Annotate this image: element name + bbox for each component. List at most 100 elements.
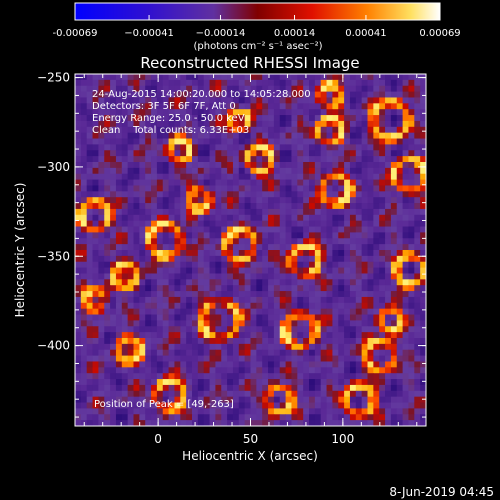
heatmap-cell [303, 179, 310, 186]
heatmap-cell [303, 332, 310, 339]
heatmap-cell [344, 173, 351, 180]
heatmap-cell [385, 103, 392, 110]
heatmap-cell [139, 314, 146, 321]
heatmap-cell [86, 308, 93, 315]
heatmap-cell [338, 191, 345, 198]
heatmap-cell [250, 203, 257, 210]
heatmap-cell [390, 408, 398, 415]
heatmap-cell [209, 267, 216, 274]
heatmap-cell [256, 156, 263, 163]
heatmap-cell [320, 79, 327, 87]
heatmap-cell [332, 144, 339, 151]
heatmap-cell [192, 379, 199, 386]
heatmap-cell [80, 226, 88, 233]
heatmap-cell [385, 214, 392, 222]
heatmap-cell [186, 414, 193, 421]
heatmap-cell [420, 214, 426, 222]
heatmap-cell [209, 109, 216, 116]
heatmap-cell [414, 308, 421, 315]
heatmap-cell [75, 308, 82, 315]
heatmap-cell [151, 150, 158, 157]
heatmap-cell [127, 208, 134, 216]
heatmap-cell [338, 355, 345, 362]
heatmap-cell [414, 373, 421, 380]
heatmap-cell [273, 302, 281, 310]
heatmap-cell [385, 250, 392, 257]
heatmap-cell [244, 314, 251, 321]
heatmap-cell [127, 191, 134, 198]
heatmap-cell [221, 150, 228, 157]
heatmap-cell [338, 126, 345, 134]
heatmap-cell [244, 244, 251, 251]
heatmap-cell [314, 267, 322, 274]
heatmap-cell [414, 332, 421, 339]
heatmap-cell [250, 390, 257, 398]
heatmap-cell [197, 214, 205, 222]
heatmap-cell [115, 208, 123, 216]
heatmap-cell [192, 373, 199, 380]
heatmap-cell [326, 379, 333, 386]
heatmap-cell [250, 373, 257, 380]
heatmap-cell [197, 208, 205, 216]
heatmap-cell [349, 296, 357, 304]
heatmap-cell [367, 355, 374, 362]
heatmap-cell [309, 156, 316, 163]
heatmap-cell [344, 109, 351, 116]
heatmap-cell [80, 214, 88, 222]
heatmap-cell [279, 349, 286, 356]
heatmap-cell [145, 197, 152, 204]
heatmap-cell [273, 326, 281, 333]
heatmap-cell [367, 185, 374, 192]
heatmap-cell [279, 250, 286, 257]
heatmap-cell [209, 244, 216, 251]
heatmap-cell [151, 384, 158, 392]
heatmap-cell [250, 132, 257, 139]
heatmap-cell [396, 132, 403, 139]
heatmap-cell [250, 185, 257, 192]
heatmap-cell [326, 91, 333, 98]
heatmap-cell [221, 132, 228, 139]
heatmap-cell [250, 332, 257, 339]
heatmap-cell [127, 97, 134, 104]
heatmap-cell [256, 74, 263, 81]
heatmap-cell [320, 414, 327, 421]
heatmap-cell [420, 179, 426, 186]
heatmap-cell [197, 103, 205, 110]
heatmap-cell [151, 326, 158, 333]
heatmap-cell [221, 291, 228, 298]
heatmap-cell [227, 291, 234, 298]
heatmap-cell [151, 185, 158, 192]
heatmap-cell [285, 308, 292, 315]
heatmap-cell [133, 285, 140, 292]
heatmap-cell [314, 179, 322, 186]
heatmap-cell [232, 144, 240, 151]
heatmap-cell [268, 414, 275, 421]
heatmap-cell [361, 203, 368, 210]
heatmap-cell [92, 361, 99, 368]
heatmap-cell [127, 103, 134, 110]
heatmap-cell [168, 244, 175, 251]
heatmap-cell [238, 349, 246, 356]
heatmap-cell [221, 255, 228, 263]
heatmap-cell [168, 291, 175, 298]
heatmap-cell [385, 97, 392, 104]
colorbar-gradient [74, 2, 441, 21]
heatmap-cell [86, 384, 93, 392]
heatmap-cell [291, 373, 298, 380]
heatmap-cell [221, 85, 228, 92]
heatmap-cell [390, 220, 398, 227]
heatmap-cell [174, 150, 181, 157]
heatmap-cell [314, 238, 322, 245]
heatmap-cell [309, 420, 316, 426]
heatmap-cell [180, 261, 187, 268]
heatmap-cell [156, 332, 164, 339]
heatmap-cell [396, 74, 403, 81]
heatmap-cell [139, 396, 146, 403]
heatmap-cell [402, 191, 409, 198]
heatmap-cell [174, 79, 181, 87]
heatmap-cell [92, 384, 99, 392]
heatmap-cell [110, 373, 117, 380]
heatmap-cell [379, 302, 386, 310]
heatmap-cell [203, 361, 210, 368]
heatmap-cell [180, 285, 187, 292]
